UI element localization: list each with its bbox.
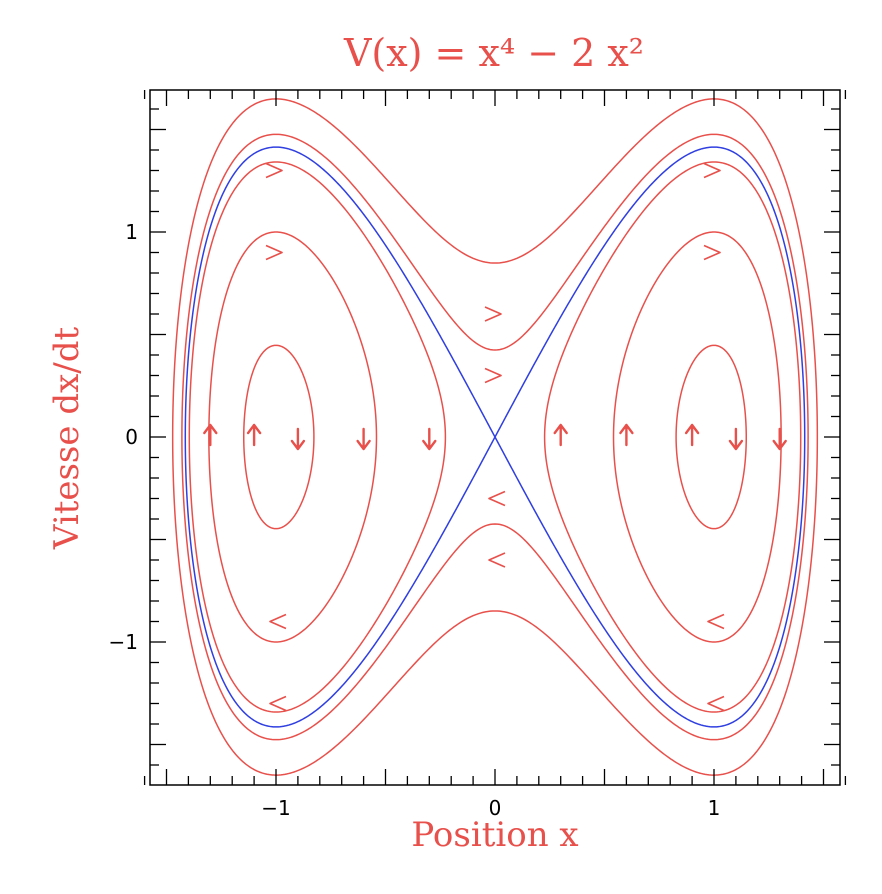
flow-arrow <box>772 427 787 451</box>
orbit-inner <box>188 161 447 713</box>
flow-chevron <box>484 367 502 384</box>
x-tick-label: −1 <box>261 796 290 820</box>
flow-arrow <box>728 427 744 451</box>
orbit-inner <box>675 344 747 530</box>
chart-title: V(x) = x⁴ − 2 x² <box>343 31 644 75</box>
y-tick-label: 0 <box>125 425 138 449</box>
flow-chevron <box>265 162 283 179</box>
flow-arrow <box>553 423 568 447</box>
orbit-group <box>171 98 819 776</box>
arrow-group <box>203 162 787 712</box>
x-tick-label: 1 <box>708 796 721 820</box>
y-tick-label: 1 <box>125 220 138 244</box>
flow-chevron <box>488 552 506 568</box>
flow-chevron <box>707 613 725 630</box>
y-tick-label: −1 <box>109 630 138 654</box>
flow-chevron <box>269 613 287 630</box>
flow-arrow <box>684 423 700 447</box>
flow-arrow <box>422 427 437 451</box>
chart-title-box: V(x) = x⁴ − 2 x² <box>343 31 644 75</box>
flow-arrow <box>619 423 634 447</box>
orbit-inner <box>612 231 782 643</box>
orbit-inner <box>543 161 802 713</box>
separatrix <box>184 146 496 728</box>
flow-arrow <box>203 423 218 447</box>
separatrix <box>494 146 806 728</box>
flow-arrow <box>290 427 306 451</box>
flow-chevron <box>484 306 502 322</box>
flow-chevron <box>703 162 721 179</box>
flow-chevron <box>265 244 283 261</box>
orbit-outer <box>181 133 809 741</box>
flow-chevron <box>707 695 725 712</box>
flow-chevron <box>488 490 506 507</box>
y-axis-label: Vitesse dx/dt <box>47 327 87 551</box>
tick-group <box>143 90 847 785</box>
x-axis-label: Position x <box>411 815 578 855</box>
flow-arrow <box>356 427 371 451</box>
orbit-inner <box>243 344 315 530</box>
orbit-inner <box>208 231 378 643</box>
tick-label-group: −1 0 1 −1 0 1 <box>109 220 721 820</box>
flow-chevron <box>703 244 721 261</box>
x-tick-label: 0 <box>489 796 502 820</box>
flow-arrow <box>246 423 262 447</box>
flow-chevron <box>269 695 287 712</box>
orbit-outer <box>171 98 819 776</box>
